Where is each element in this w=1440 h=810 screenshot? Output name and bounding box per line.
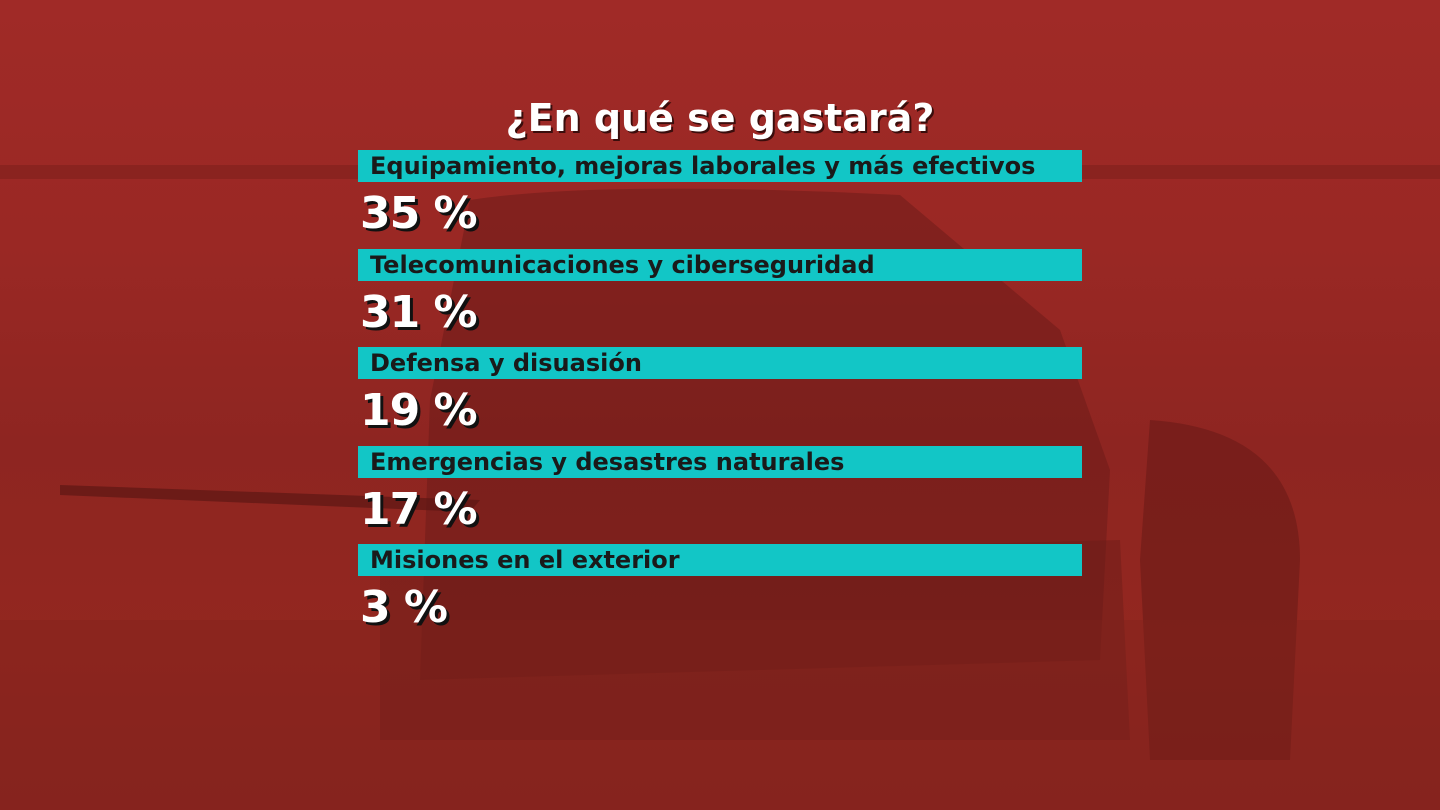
- item-share: 31 %: [360, 286, 478, 338]
- item-share: 19 %: [360, 385, 478, 436]
- item-label: Equipamiento, mejoras laborales y más ef…: [370, 152, 1036, 180]
- item-label: Defensa y disuasión: [370, 349, 642, 377]
- item-share: 35 %: [360, 188, 478, 239]
- label-bar: [358, 248, 1082, 281]
- label-bar: [358, 544, 1082, 576]
- item-label: Emergencias y desastres naturales: [370, 447, 845, 476]
- item-label: Telecomunicaciones y ciberseguridad: [370, 250, 875, 279]
- title: ¿En qué se gastará?: [505, 96, 935, 140]
- label-bar: [358, 445, 1082, 478]
- item-label: Misiones en el exterior: [370, 546, 680, 574]
- label-bar: [358, 347, 1082, 379]
- item-share: 3 %: [360, 582, 448, 633]
- item-share: 17 %: [360, 483, 478, 535]
- label-bar: [358, 150, 1082, 182]
